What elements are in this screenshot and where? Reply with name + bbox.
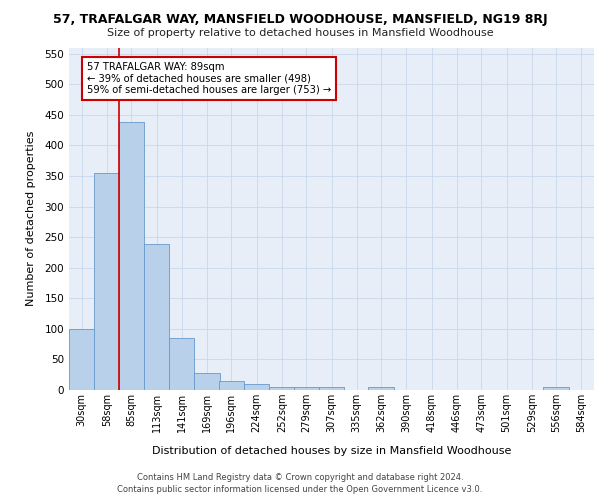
Bar [319, 387, 344, 390]
Text: Contains HM Land Registry data © Crown copyright and database right 2024.
Contai: Contains HM Land Registry data © Crown c… [118, 472, 482, 494]
Text: Size of property relative to detached houses in Mansfield Woodhouse: Size of property relative to detached ho… [107, 28, 493, 38]
Text: 57, TRAFALGAR WAY, MANSFIELD WOODHOUSE, MANSFIELD, NG19 8RJ: 57, TRAFALGAR WAY, MANSFIELD WOODHOUSE, … [53, 12, 547, 26]
Bar [219, 381, 244, 390]
Bar [94, 173, 119, 390]
Bar [269, 387, 295, 390]
Bar [293, 387, 319, 390]
Bar [119, 122, 144, 390]
Bar [244, 384, 269, 390]
Bar [368, 387, 394, 390]
Text: 57 TRAFALGAR WAY: 89sqm
← 39% of detached houses are smaller (498)
59% of semi-d: 57 TRAFALGAR WAY: 89sqm ← 39% of detache… [86, 62, 331, 95]
Bar [144, 244, 169, 390]
Bar [69, 329, 94, 390]
Bar [544, 387, 569, 390]
Y-axis label: Number of detached properties: Number of detached properties [26, 131, 36, 306]
Bar [169, 338, 194, 390]
X-axis label: Distribution of detached houses by size in Mansfield Woodhouse: Distribution of detached houses by size … [152, 446, 511, 456]
Bar [194, 373, 220, 390]
